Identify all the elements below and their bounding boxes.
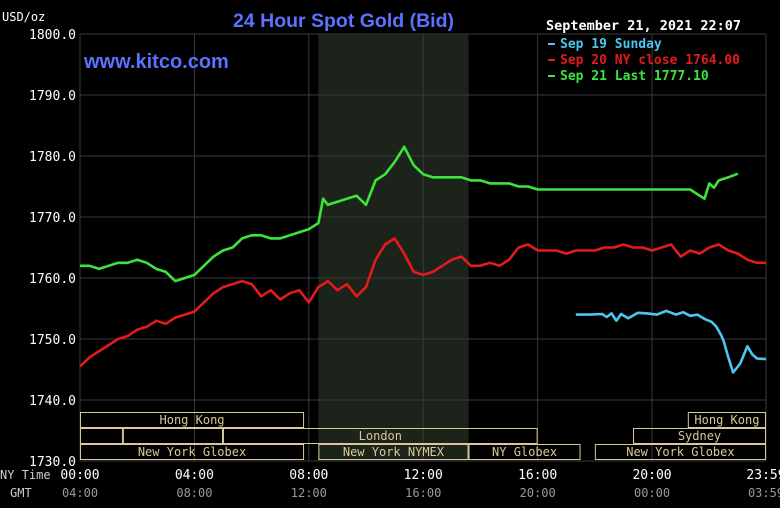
session-bar: London	[223, 428, 538, 444]
session-frame	[80, 428, 123, 444]
x-tick-label-ny: 12:00	[404, 468, 443, 483]
session-frame	[223, 428, 538, 444]
y-tick-label: 1730.0	[29, 455, 76, 470]
x-tick-label-gmt: 08:00	[176, 486, 212, 500]
session-bar: New York Globex	[80, 444, 305, 460]
grid-lines	[79, 33, 767, 462]
x-tick-label-ny: 16:00	[518, 468, 557, 483]
y-tick-label: 1740.0	[29, 394, 76, 409]
legend-label: Sep 20 NY close 1764.00	[560, 53, 740, 68]
x-tick-label-gmt: 12:00	[291, 486, 327, 500]
y-tick-label: 1780.0	[29, 150, 76, 165]
session-bar: Hong Kong	[687, 412, 766, 428]
nymex-session-highlight	[318, 34, 469, 461]
website-label[interactable]: www.kitco.com	[83, 51, 229, 73]
session-bar	[80, 428, 123, 444]
legend-item: Sep 20 NY close 1764.00	[548, 53, 740, 68]
series-line	[79, 237, 766, 368]
series-line	[80, 145, 739, 283]
session-label: New York NYMEX	[343, 445, 445, 459]
session-frame	[632, 428, 766, 444]
session-label: New York Globex	[626, 445, 734, 459]
y-tick-label: 1770.0	[29, 211, 76, 226]
x-tick-label-gmt: 00:00	[634, 486, 670, 500]
x-tick-label-gmt: 16:00	[405, 486, 441, 500]
chart-title: 24 Hour Spot Gold (Bid)	[233, 10, 454, 32]
session-label: NY Globex	[492, 445, 557, 459]
session-label: Hong Kong	[160, 413, 225, 427]
session-frame	[122, 428, 224, 444]
x-tick-label-gmt: 03:59	[748, 486, 780, 500]
session-label: New York Globex	[138, 445, 246, 459]
x-tick-label-ny: 23:59	[746, 468, 780, 483]
session-bar: New York Globex	[594, 444, 766, 460]
legend-label: Sep 21 Last 1777.10	[560, 69, 709, 84]
session-frame	[687, 412, 766, 428]
session-frame	[318, 444, 469, 460]
y-tick-label: 1800.0	[29, 28, 76, 43]
session-frame	[80, 412, 305, 428]
price-series	[79, 145, 767, 374]
session-frame	[80, 444, 305, 460]
gmt-row-label: GMT	[10, 486, 32, 500]
session-label: London	[359, 429, 402, 443]
session-bar: Hong Kong	[80, 412, 305, 428]
y-tick-label: 1790.0	[29, 89, 76, 104]
x-tick-label-ny: 08:00	[289, 468, 328, 483]
legend-label: Sep 19 Sunday	[560, 37, 662, 52]
session-label: Sydney	[678, 429, 721, 443]
trading-sessions: Hong Kong Hong Kong London Sydney New York G…	[80, 412, 766, 460]
session-frame	[468, 444, 581, 460]
session-bar: NY Globex	[468, 444, 581, 460]
x-tick-label-ny: 00:00	[60, 468, 99, 483]
x-tick-label-gmt: 20:00	[520, 486, 556, 500]
legend-item: Sep 19 Sunday	[548, 37, 662, 52]
x-tick-label-gmt: 04:00	[62, 486, 98, 500]
session-bar: Sydney	[632, 428, 766, 444]
x-tick-label-ny: 20:00	[632, 468, 671, 483]
y-tick-label: 1760.0	[29, 272, 76, 287]
series-line	[575, 309, 767, 374]
unit-label: USD/oz	[2, 10, 45, 24]
x-tick-label-ny: 04:00	[175, 468, 214, 483]
y-axis-ticks: 1800.0 1790.0 1780.0 1770.0 1760.0 1750.0 1740…	[29, 28, 76, 470]
y-tick-label: 1750.0	[29, 333, 76, 348]
session-bar: New York NYMEX	[318, 444, 469, 460]
session-bar	[122, 428, 224, 444]
timestamp: September 21, 2021 22:07	[546, 18, 741, 34]
session-label: Hong Kong	[694, 413, 759, 427]
ny-time-row-label: NY Time	[0, 468, 51, 482]
x-axis-ticks: 00:00 04:00 08:00 12:00 16:00 20:00 23:59 04:00…	[60, 468, 780, 500]
legend-item: Sep 21 Last 1777.10	[548, 69, 709, 84]
session-frame	[594, 444, 766, 460]
